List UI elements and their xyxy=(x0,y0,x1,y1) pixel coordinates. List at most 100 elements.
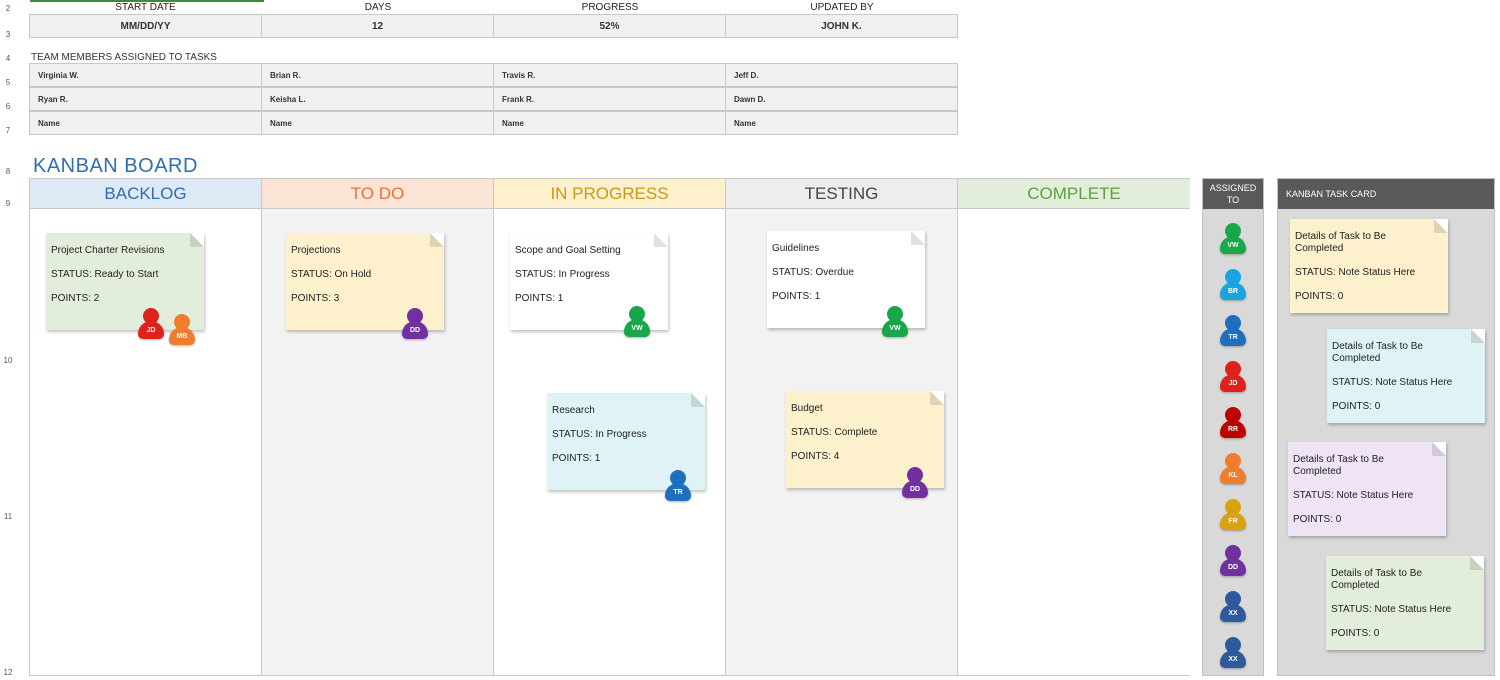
assignee-avatar[interactable]: BR xyxy=(1219,269,1247,301)
task-card[interactable]: Project Charter Revisions STATUS: Ready t… xyxy=(46,233,204,330)
column-header-complete[interactable]: COMPLETE xyxy=(958,179,1190,209)
updated-by-cell[interactable]: JOHN K. xyxy=(725,14,958,38)
team-member-cell[interactable]: Name xyxy=(261,111,494,135)
team-member-cell[interactable]: Brian R. xyxy=(261,63,494,87)
assignee-avatar[interactable]: RR xyxy=(1219,407,1247,439)
row-number: 2 xyxy=(5,4,11,13)
team-member-cell[interactable]: Dawn D. xyxy=(725,87,958,111)
card-title: Guidelines xyxy=(772,243,820,254)
days-header: DAYS xyxy=(364,2,392,13)
assignee-avatar[interactable]: DD xyxy=(1219,545,1247,577)
task-card[interactable]: Budget STATUS: Complete POINTS: 4 xyxy=(786,391,944,488)
progress-cell[interactable]: 52% xyxy=(493,14,726,38)
card-fold xyxy=(1471,329,1485,343)
team-member-cell[interactable]: Name xyxy=(493,111,726,135)
card-status: STATUS: In Progress xyxy=(552,429,647,440)
column-header-testing[interactable]: TESTING xyxy=(726,179,957,209)
assignee-avatar[interactable]: KL xyxy=(1219,453,1247,485)
row-number: 3 xyxy=(5,30,11,39)
task-card[interactable]: Details of Task to Be Completed STATUS: N… xyxy=(1326,556,1484,650)
avatar-head xyxy=(174,314,190,330)
card-points: POINTS: 1 xyxy=(552,453,601,464)
board-title: KANBAN BOARD xyxy=(33,155,198,177)
card-points: POINTS: 2 xyxy=(51,293,100,304)
team-member-cell[interactable]: Virginia W. xyxy=(29,63,262,87)
team-member-cell[interactable]: Name xyxy=(725,111,958,135)
assignee-avatar[interactable]: DD xyxy=(401,308,429,340)
assignee-avatar[interactable]: TR xyxy=(664,470,692,502)
team-members-label: TEAM MEMBERS ASSIGNED TO TASKS xyxy=(31,52,217,63)
assignee-avatar[interactable]: XX xyxy=(1219,637,1247,669)
assignee-avatar[interactable]: DD xyxy=(901,467,929,499)
assignee-avatar[interactable]: TR xyxy=(1219,315,1247,347)
card-status: STATUS: Note Status Here xyxy=(1293,490,1414,501)
avatar-head xyxy=(670,470,686,486)
team-member-cell[interactable]: Jeff D. xyxy=(725,63,958,87)
row-number: 5 xyxy=(5,78,11,87)
avatar-initials: FR xyxy=(1220,512,1246,530)
row-number: 6 xyxy=(5,102,11,111)
assignee-avatar[interactable]: VW xyxy=(1219,223,1247,255)
team-member-cell[interactable]: Keisha L. xyxy=(261,87,494,111)
task-card[interactable]: Details of Task to Be Completed STATUS: N… xyxy=(1290,219,1448,313)
team-member-cell[interactable]: Travis R. xyxy=(493,63,726,87)
assignee-avatar[interactable]: VW xyxy=(623,306,651,338)
card-fold xyxy=(1432,442,1446,456)
team-member-cell[interactable]: Frank R. xyxy=(493,87,726,111)
avatar-head xyxy=(887,306,903,322)
team-member-cell[interactable]: Ryan R. xyxy=(29,87,262,111)
assignee-avatar[interactable]: JD xyxy=(1219,361,1247,393)
card-fold-shadow xyxy=(1470,556,1484,570)
row-number: 8 xyxy=(5,167,11,176)
card-fold xyxy=(190,233,204,247)
assignee-avatar[interactable]: XX xyxy=(1219,591,1247,623)
avatar-initials: RR xyxy=(1220,420,1246,438)
avatar-initials: DD xyxy=(902,480,928,498)
avatar-head xyxy=(1225,591,1241,607)
avatar-head xyxy=(629,306,645,322)
card-fold-shadow xyxy=(1434,219,1448,233)
assignee-avatar[interactable]: FR xyxy=(1219,499,1247,531)
column-body xyxy=(958,209,1190,675)
column-header-todo[interactable]: TO DO xyxy=(262,179,493,209)
avatar-head xyxy=(907,467,923,483)
task-card[interactable]: Details of Task to Be Completed STATUS: N… xyxy=(1288,442,1446,536)
card-fold xyxy=(430,233,444,247)
start-date-cell[interactable]: MM/DD/YY xyxy=(29,14,262,38)
avatar-initials: KL xyxy=(1220,466,1246,484)
avatar-head xyxy=(1225,453,1241,469)
team-member-cell[interactable]: Name xyxy=(29,111,262,135)
avatar-head xyxy=(1225,407,1241,423)
days-cell[interactable]: 12 xyxy=(261,14,494,38)
avatar-initials: VW xyxy=(624,319,650,337)
avatar-head xyxy=(1225,637,1241,653)
avatar-head xyxy=(1225,361,1241,377)
card-fold xyxy=(930,391,944,405)
column-complete: COMPLETE xyxy=(958,179,1190,675)
column-header-backlog[interactable]: BACKLOG xyxy=(30,179,261,209)
card-fold xyxy=(654,233,668,247)
avatar-head xyxy=(1225,269,1241,285)
avatar-head xyxy=(407,308,423,324)
assignee-avatar[interactable]: JD xyxy=(137,308,165,340)
avatar-head xyxy=(1225,315,1241,331)
card-points: POINTS: 0 xyxy=(1331,628,1380,639)
card-title: Details of Task to Be Completed xyxy=(1295,231,1386,254)
card-fold-shadow xyxy=(1471,329,1485,343)
card-title: Research xyxy=(552,405,595,416)
avatar-initials: TR xyxy=(665,483,691,501)
task-card[interactable]: Details of Task to Be Completed STATUS: N… xyxy=(1327,329,1485,423)
assignee-avatar[interactable]: VW xyxy=(881,306,909,338)
card-points: POINTS: 0 xyxy=(1295,291,1344,302)
card-title: Budget xyxy=(791,403,823,414)
avatar-initials: VW xyxy=(882,319,908,337)
card-points: POINTS: 1 xyxy=(772,291,821,302)
avatar-initials: TR xyxy=(1220,328,1246,346)
row-number: 4 xyxy=(5,54,11,63)
column-header-in-progress[interactable]: IN PROGRESS xyxy=(494,179,725,209)
card-points: POINTS: 1 xyxy=(515,293,564,304)
card-points: POINTS: 4 xyxy=(791,451,840,462)
card-status: STATUS: In Progress xyxy=(515,269,610,280)
assignee-avatar[interactable]: MB xyxy=(168,314,196,346)
avatar-initials: JD xyxy=(1220,374,1246,392)
